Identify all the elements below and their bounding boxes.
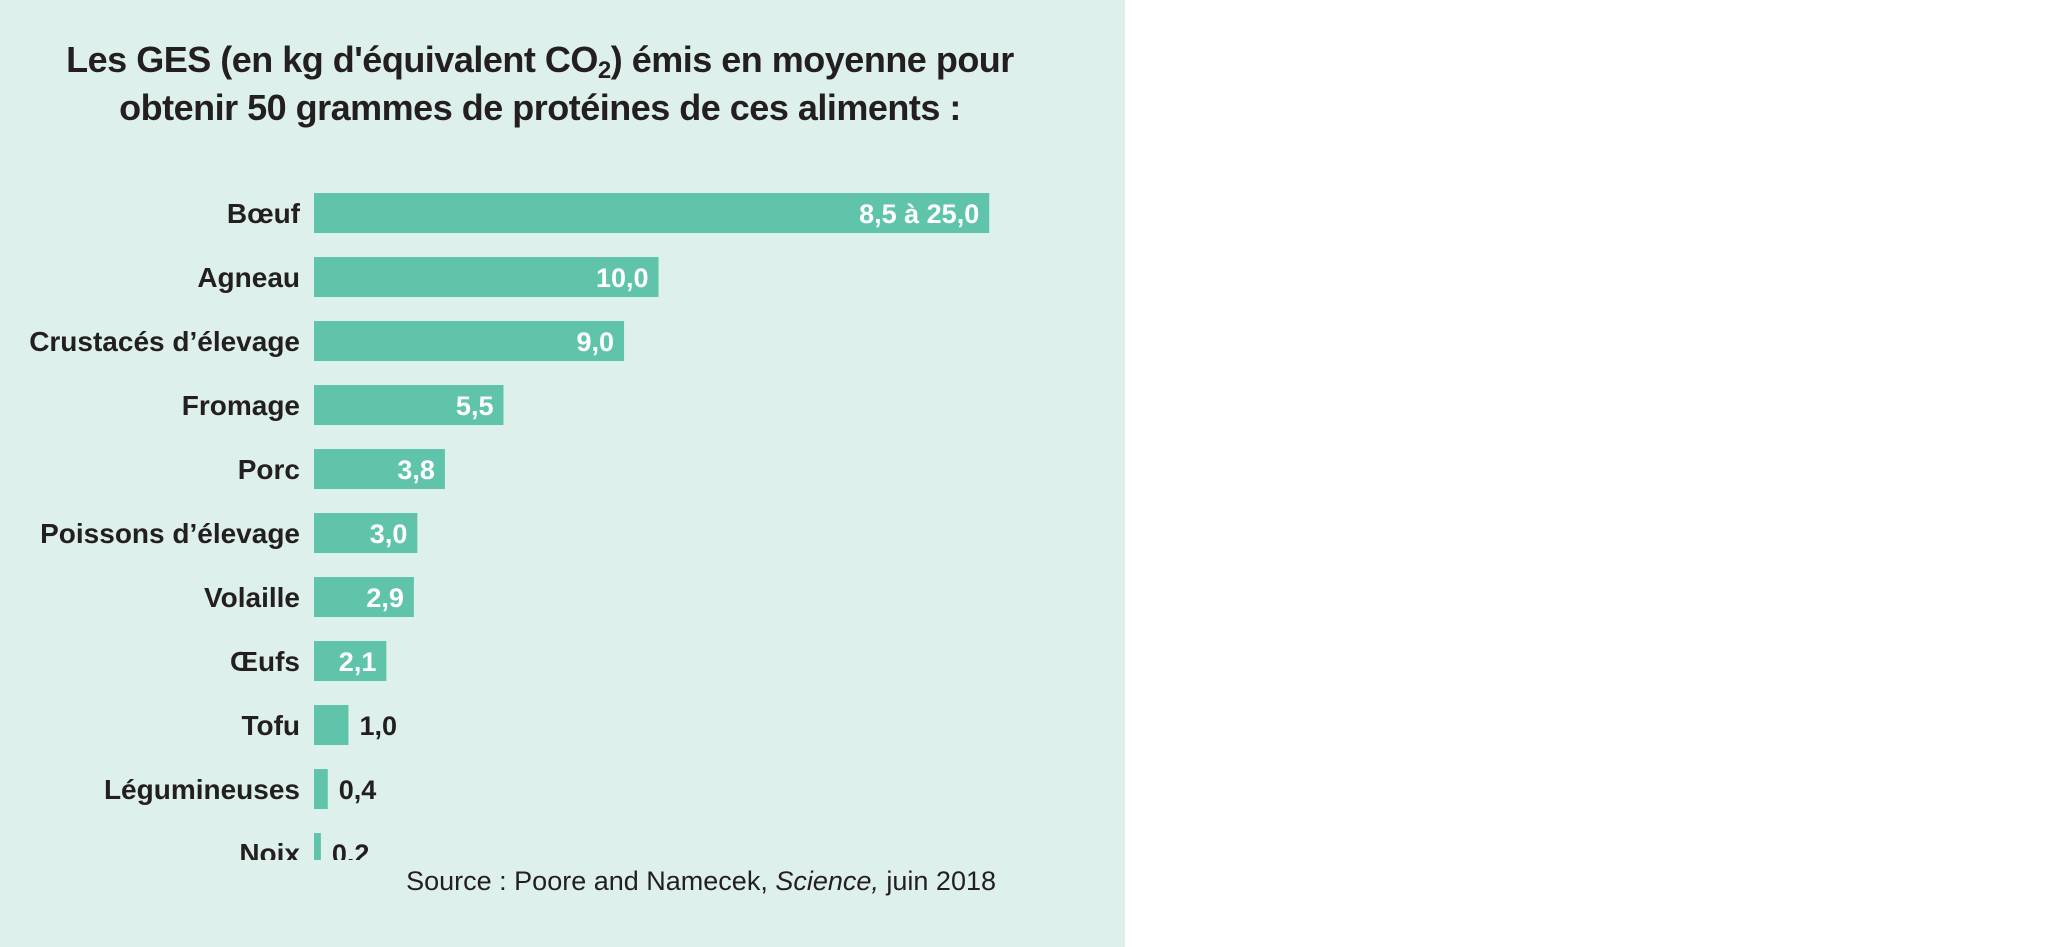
bar bbox=[314, 769, 328, 809]
category-label: Volaille bbox=[204, 582, 300, 613]
value-label: 9,0 bbox=[577, 327, 615, 357]
source-prefix: Source : Poore and Namecek, bbox=[406, 866, 776, 896]
value-label: 0,2 bbox=[332, 839, 370, 860]
bar bbox=[314, 385, 504, 425]
category-label: Légumineuses bbox=[104, 774, 300, 805]
title-line1-start: Les GES (en kg d'équivalent CO bbox=[66, 39, 598, 80]
category-label: Œufs bbox=[230, 646, 300, 677]
bar-chart: Bœuf 8,5 à 25,0 Agneau 10,0 Crustacés d’élev… bbox=[29, 193, 990, 860]
value-label: 5,5 bbox=[456, 391, 494, 421]
title-line1-end: ) émis en moyenne pour bbox=[610, 39, 1015, 80]
value-label: 8,5 à 25,0 bbox=[859, 199, 979, 229]
category-label: Fromage bbox=[182, 390, 300, 421]
bar bbox=[314, 641, 387, 681]
value-label: 2,9 bbox=[366, 583, 404, 613]
value-label: 3,0 bbox=[370, 519, 408, 549]
chart-panel: Les GES (en kg d'équivalent CO2) émis en… bbox=[0, 0, 1125, 947]
chart-title: Les GES (en kg d'équivalent CO2) émis en… bbox=[40, 36, 1040, 132]
value-label: 0,4 bbox=[339, 775, 377, 805]
bar bbox=[314, 577, 414, 617]
category-label: Bœuf bbox=[227, 198, 301, 229]
category-label: Porc bbox=[238, 454, 300, 485]
source-journal: Science, bbox=[775, 866, 879, 896]
title-line2: obtenir 50 grammes de protéines de ces a… bbox=[119, 87, 961, 128]
bar bbox=[314, 449, 445, 489]
bar bbox=[314, 193, 990, 233]
category-label: Tofu bbox=[241, 710, 300, 741]
title-subscript: 2 bbox=[597, 57, 611, 84]
source-note: Source : Poore and Namecek, Science, jui… bbox=[406, 866, 996, 897]
category-label: Noix bbox=[239, 838, 300, 860]
bar bbox=[314, 705, 349, 745]
source-suffix: juin 2018 bbox=[878, 866, 996, 896]
bar bbox=[314, 513, 418, 553]
bar bbox=[314, 257, 659, 297]
category-label: Agneau bbox=[197, 262, 300, 293]
value-label: 10,0 bbox=[596, 263, 649, 293]
category-label: Crustacés d’élevage bbox=[29, 326, 300, 357]
bar bbox=[314, 833, 321, 860]
value-label: 1,0 bbox=[359, 711, 397, 741]
bar bbox=[314, 321, 625, 361]
category-label: Poissons d’élevage bbox=[40, 518, 300, 549]
value-label: 3,8 bbox=[397, 455, 435, 485]
value-label: 2,1 bbox=[339, 647, 377, 677]
